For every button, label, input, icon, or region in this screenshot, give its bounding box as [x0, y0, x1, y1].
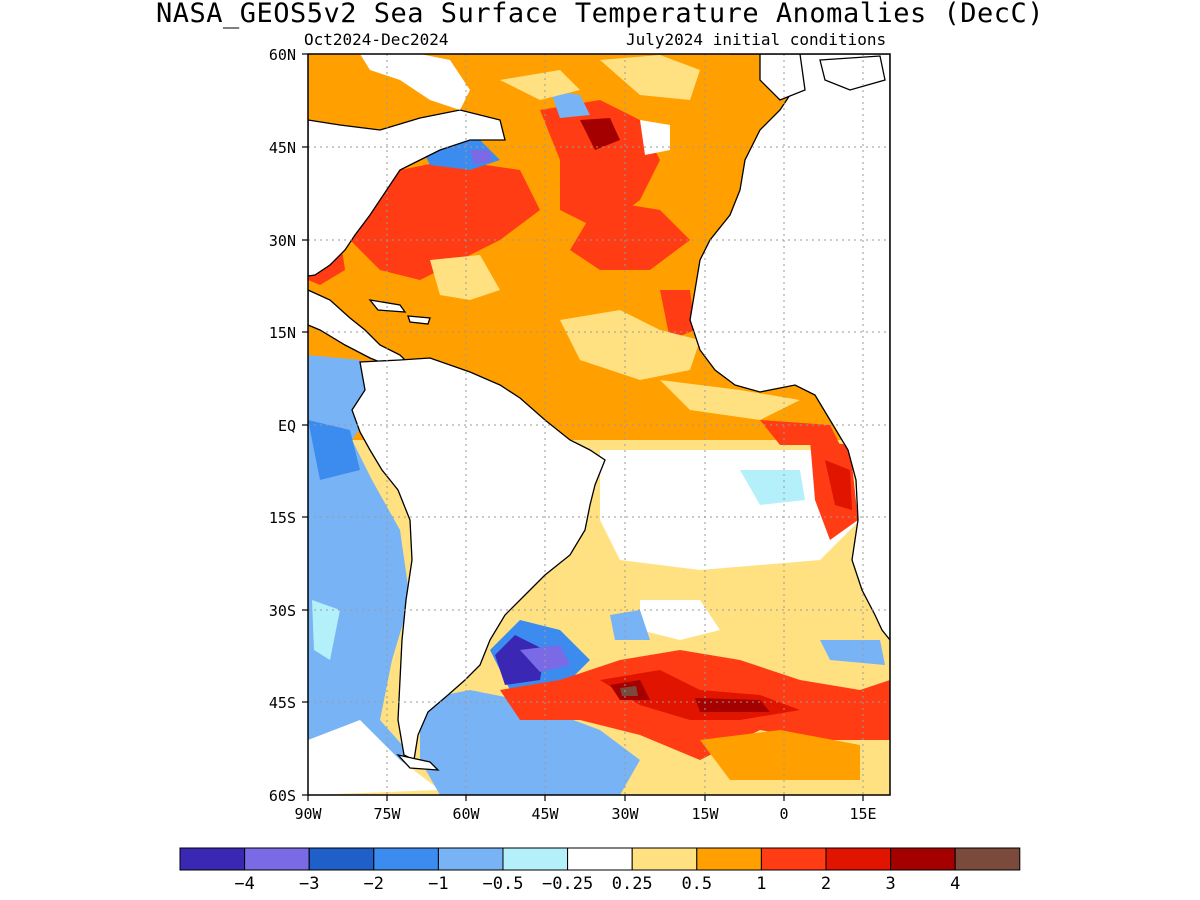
colorbar-swatch: [760, 847, 827, 871]
lon-label: 30W: [611, 805, 639, 823]
graticule: [308, 54, 890, 795]
lon-labels: 90W 75W 60W 45W 30W 15W 0 15E: [294, 805, 876, 823]
lon-label: 45W: [531, 805, 559, 823]
lat-label: 30S: [269, 602, 296, 620]
colorbar-label: 0.5: [681, 874, 712, 894]
lon-label: 75W: [373, 805, 401, 823]
map-title: NASA_GEOS5v2 Sea Surface Temperature Ano…: [155, 0, 1045, 29]
initial-conditions: July2024 initial conditions: [626, 30, 887, 49]
colorbar-label: −0.25: [542, 874, 593, 894]
colorbar-swatch: [437, 847, 504, 871]
lat-label: 15S: [269, 509, 296, 527]
coastlines: [308, 54, 890, 771]
lat-labels: 60N 45N 30N 15N EQ 15S 30S 45S 60S: [269, 46, 296, 805]
lat-label: EQ: [278, 417, 296, 435]
colorbar-swatch: [696, 847, 762, 871]
colorbar-label: −0.5: [483, 874, 524, 894]
lon-label: 0: [779, 805, 788, 823]
colorbar-swatch: [502, 847, 569, 871]
lat-label: 30N: [269, 232, 296, 250]
colorbar-label: −2: [364, 874, 384, 894]
colorbar-label: 2: [821, 874, 831, 894]
forecast-period: Oct2024-Dec2024: [304, 30, 449, 49]
colorbar-swatch: [308, 847, 375, 871]
colorbar-swatch: [179, 847, 246, 871]
lon-label: 15W: [691, 805, 719, 823]
colorbar-swatch: [825, 847, 892, 871]
lon-label: 60W: [452, 805, 480, 823]
lat-label: 45N: [269, 139, 296, 157]
colorbar-swatch: [954, 847, 1021, 871]
colorbar-swatch: [890, 847, 956, 871]
colorbar-label: 0.25: [612, 874, 653, 894]
colorbar-label: −1: [428, 874, 448, 894]
colorbar-label: 1: [756, 874, 766, 894]
colorbar-swatch: [373, 847, 439, 871]
colorbar: [179, 847, 1021, 871]
lat-label: 60N: [269, 46, 296, 64]
colorbar-label: 3: [885, 874, 895, 894]
lat-label: 45S: [269, 694, 296, 712]
colorbar-label: −3: [299, 874, 319, 894]
colorbar-labels: −4 −3 −2 −1 −0.5 −0.25 0.25 0.5 1 2 3 4: [234, 874, 960, 894]
colorbar-label: −4: [234, 874, 254, 894]
tick-marks: [302, 53, 864, 801]
lat-label: 60S: [269, 787, 296, 805]
colorbar-swatch: [567, 847, 633, 871]
lat-label: 15N: [269, 324, 296, 342]
colorbar-label: 4: [950, 874, 960, 894]
colorbar-swatch: [244, 847, 310, 871]
lon-label: 15E: [849, 805, 876, 823]
lon-label: 90W: [294, 805, 322, 823]
colorbar-swatch: [631, 847, 698, 871]
